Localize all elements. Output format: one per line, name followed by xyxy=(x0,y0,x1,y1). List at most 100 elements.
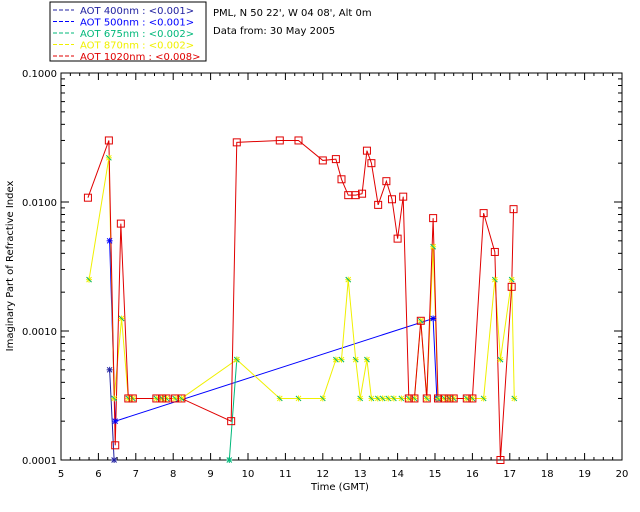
data-point-1020nm xyxy=(227,417,236,426)
x-tick-label: 11 xyxy=(279,469,292,480)
series-line-870nm xyxy=(88,157,515,399)
x-tick-label: 13 xyxy=(354,469,367,480)
data-point-870nm xyxy=(233,356,240,363)
data-point-870nm xyxy=(357,395,364,402)
data-point-870nm xyxy=(276,395,283,402)
plot-frame xyxy=(60,72,623,461)
data-point-1020nm xyxy=(362,146,371,155)
x-tick-label: 20 xyxy=(616,469,629,480)
data-point-400nm xyxy=(106,366,113,373)
x-tick-label: 14 xyxy=(391,469,404,480)
x-tick-label: 12 xyxy=(316,469,329,480)
x-tick-label: 5 xyxy=(58,469,64,480)
data-point-870nm xyxy=(385,395,392,402)
data-point-1020nm xyxy=(232,138,241,147)
data-point-1020nm xyxy=(104,136,113,145)
data-point-1020nm xyxy=(171,394,180,403)
data-point-1020nm xyxy=(116,219,125,228)
data-point-870nm xyxy=(129,395,136,402)
data-point-1020nm xyxy=(479,209,488,218)
x-tick-label: 18 xyxy=(541,469,554,480)
data-point-1020nm xyxy=(468,394,477,403)
data-point-1020nm xyxy=(358,189,367,198)
data-point-870nm xyxy=(319,395,326,402)
data-point-1020nm xyxy=(440,394,449,403)
data-point-1020nm xyxy=(382,177,391,186)
data-point-1020nm xyxy=(433,394,442,403)
data-point-1020nm xyxy=(331,155,340,164)
series-line-1020nm xyxy=(87,139,515,461)
data-point-870nm xyxy=(363,356,370,363)
data-point-500nm xyxy=(106,237,113,244)
x-axis-label: Time (GMT) xyxy=(310,482,369,493)
data-point-1020nm xyxy=(507,282,516,291)
data-point-1020nm xyxy=(177,394,186,403)
data-point-870nm xyxy=(86,276,93,283)
legend-frame xyxy=(49,1,207,62)
y-tick-label: 0.0010 xyxy=(22,327,57,338)
data-point-1020nm xyxy=(387,195,396,204)
data-point-1020nm xyxy=(449,394,458,403)
data-point-1020nm xyxy=(490,247,499,256)
x-tick-label: 7 xyxy=(133,469,139,480)
y-tick-label: 0.0100 xyxy=(22,198,57,209)
x-tick-label: 9 xyxy=(207,469,213,480)
data-point-1020nm xyxy=(393,234,402,243)
data-point-1020nm xyxy=(128,394,137,403)
legend-entry: AOT 1020nm : <0.008> xyxy=(80,52,200,63)
data-point-1020nm xyxy=(367,159,376,168)
data-point-870nm xyxy=(111,395,118,402)
legend: AOT 400nm : <0.001>AOT 500nm : <0.001>AO… xyxy=(49,1,207,63)
data-point-870nm xyxy=(430,243,437,250)
data-point-870nm xyxy=(491,276,498,283)
data-point-1020nm xyxy=(111,441,120,450)
data-point-870nm xyxy=(379,395,386,402)
data-point-1020nm xyxy=(152,394,161,403)
x-tick-label: 8 xyxy=(170,469,176,480)
y-axis-label: Imaginary Part of Refractive Index xyxy=(5,181,16,352)
axis-ticks: 5 6 7 8 9 10 11 12 13 14 15 16 17 18 19 20 0.0001 0.0010 0… xyxy=(22,69,628,480)
legend-entry: AOT 870nm : <0.002> xyxy=(80,41,194,52)
data-point-500nm xyxy=(112,418,119,425)
data-point-500nm xyxy=(430,315,437,322)
data-point-675nm xyxy=(226,457,233,463)
data-point-870nm xyxy=(332,356,339,363)
data-point-870nm xyxy=(374,395,381,402)
site-info: PML, N 50 22', W 04 08', Alt 0m xyxy=(213,8,372,19)
data-point-870nm xyxy=(125,395,132,402)
data-point-1020nm xyxy=(416,316,425,325)
x-tick-label: 6 xyxy=(95,469,101,480)
data-point-1020nm xyxy=(275,136,284,145)
data-point-870nm xyxy=(390,395,397,402)
data-point-1020nm xyxy=(351,191,360,200)
data-point-1020nm xyxy=(83,193,92,202)
data-point-1020nm xyxy=(162,394,171,403)
data-point-870nm xyxy=(480,395,487,402)
data-point-870nm xyxy=(352,356,359,363)
x-tick-label: 16 xyxy=(466,469,479,480)
data-point-870nm xyxy=(497,356,504,363)
legend-entry: AOT 400nm : <0.001> xyxy=(80,6,194,17)
data-point-1020nm xyxy=(496,456,505,464)
data-point-870nm xyxy=(511,395,518,402)
data-point-1020nm xyxy=(374,200,383,209)
y-tick-label: 0.0001 xyxy=(22,456,57,467)
data-point-870nm xyxy=(450,395,457,402)
data-point-1020nm xyxy=(318,156,327,165)
data-point-870nm xyxy=(368,395,375,402)
data-point-1020nm xyxy=(429,214,438,223)
data-point-1020nm xyxy=(399,192,408,201)
data-point-1020nm xyxy=(157,394,166,403)
data-point-1020nm xyxy=(445,394,454,403)
series-markers xyxy=(83,136,518,464)
data-point-1020nm xyxy=(294,136,303,145)
data-point-1020nm xyxy=(422,394,431,403)
data-point-870nm xyxy=(398,395,405,402)
data-point-400nm xyxy=(111,457,118,463)
data-point-870nm xyxy=(338,356,345,363)
series-lines xyxy=(87,139,515,461)
series-line-400nm xyxy=(109,369,115,461)
data-point-870nm xyxy=(295,395,302,402)
legend-entry: AOT 675nm : <0.002> xyxy=(80,29,194,40)
data-date: Data from: 30 May 2005 xyxy=(213,26,335,37)
